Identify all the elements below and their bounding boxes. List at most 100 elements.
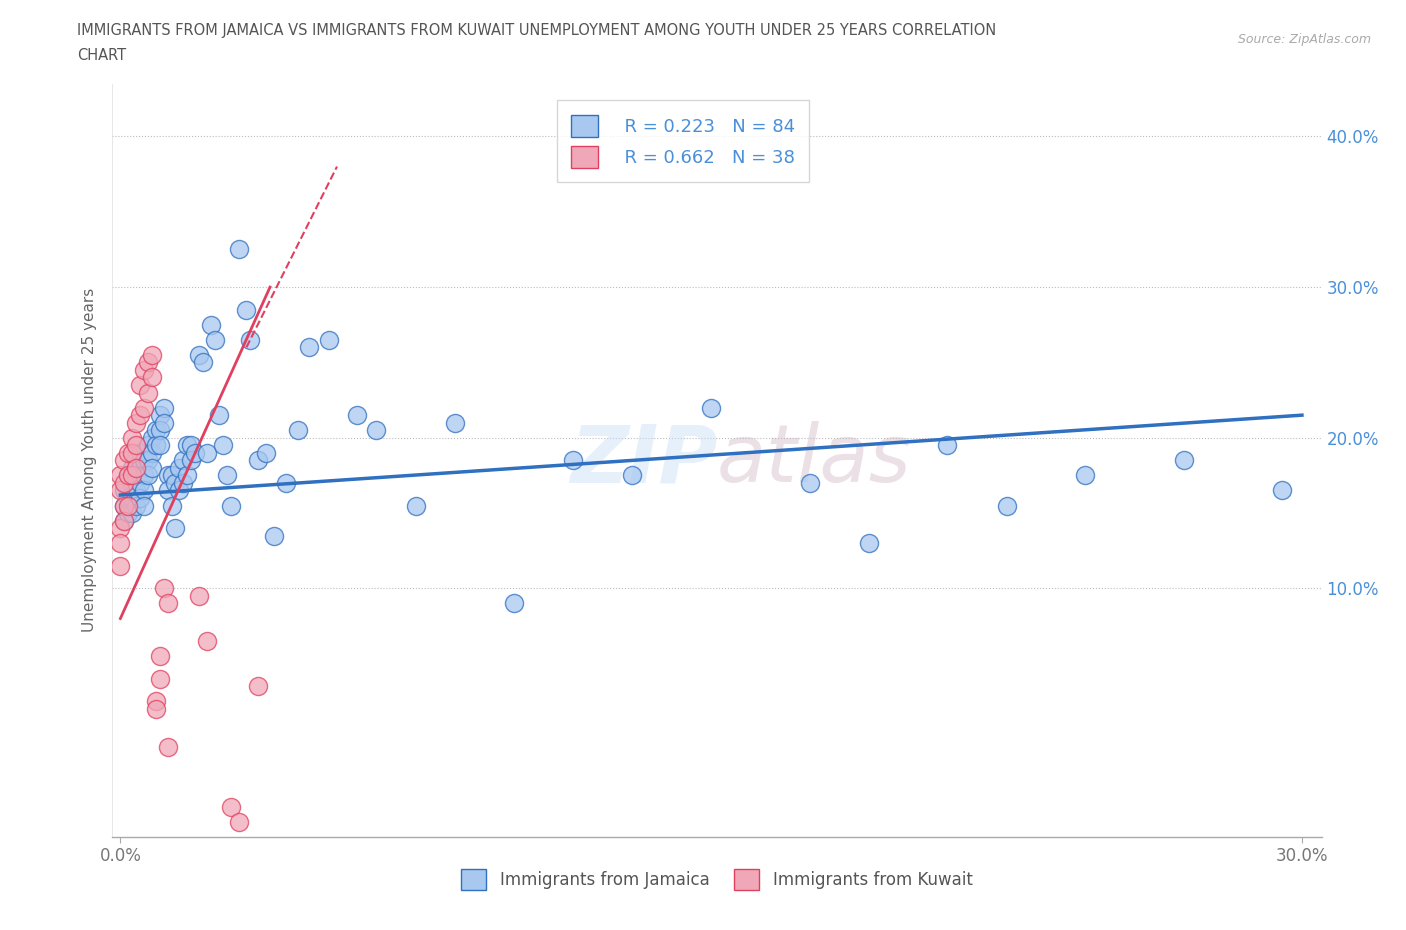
- Point: [125, 468, 148, 483]
- Point: [562, 453, 585, 468]
- Point: [184, 445, 207, 460]
- Point: [125, 453, 148, 468]
- Point: [247, 453, 270, 468]
- Point: [110, 468, 132, 483]
- Point: [215, 468, 238, 483]
- Point: [247, 679, 270, 694]
- Point: [149, 407, 172, 422]
- Point: [219, 498, 242, 513]
- Point: [287, 423, 309, 438]
- Point: [274, 475, 297, 490]
- Point: [160, 468, 183, 483]
- Text: CHART: CHART: [77, 48, 127, 63]
- Text: atlas: atlas: [717, 421, 912, 499]
- Point: [169, 460, 191, 475]
- Point: [254, 445, 277, 460]
- Point: [180, 438, 202, 453]
- Point: [145, 694, 167, 709]
- Point: [129, 378, 152, 392]
- Point: [228, 815, 250, 830]
- Point: [121, 475, 143, 490]
- Point: [129, 491, 152, 506]
- Legend: Immigrants from Jamaica, Immigrants from Kuwait: Immigrants from Jamaica, Immigrants from…: [454, 863, 980, 897]
- Point: [995, 498, 1018, 513]
- Point: [125, 460, 148, 475]
- Point: [152, 581, 174, 596]
- Point: [117, 491, 139, 506]
- Text: ZIP: ZIP: [569, 421, 717, 499]
- Point: [141, 431, 163, 445]
- Point: [141, 460, 163, 475]
- Point: [188, 589, 211, 604]
- Point: [1074, 468, 1097, 483]
- Point: [141, 370, 163, 385]
- Point: [141, 348, 163, 363]
- Point: [936, 438, 959, 453]
- Point: [121, 460, 143, 475]
- Point: [112, 453, 135, 468]
- Point: [176, 438, 198, 453]
- Point: [1271, 483, 1294, 498]
- Point: [132, 453, 155, 468]
- Point: [191, 355, 214, 370]
- Point: [136, 438, 159, 453]
- Point: [208, 407, 231, 422]
- Point: [503, 596, 526, 611]
- Point: [366, 423, 388, 438]
- Point: [117, 498, 139, 513]
- Point: [121, 506, 143, 521]
- Point: [200, 317, 222, 332]
- Point: [136, 453, 159, 468]
- Point: [169, 483, 191, 498]
- Point: [239, 332, 262, 347]
- Point: [136, 468, 159, 483]
- Point: [112, 513, 135, 528]
- Point: [121, 468, 143, 483]
- Point: [121, 445, 143, 460]
- Point: [346, 407, 368, 422]
- Point: [112, 483, 135, 498]
- Point: [132, 400, 155, 415]
- Point: [1173, 453, 1195, 468]
- Point: [132, 498, 155, 513]
- Point: [195, 633, 218, 648]
- Text: IMMIGRANTS FROM JAMAICA VS IMMIGRANTS FROM KUWAIT UNEMPLOYMENT AMONG YOUTH UNDER: IMMIGRANTS FROM JAMAICA VS IMMIGRANTS FR…: [77, 23, 997, 38]
- Point: [112, 513, 135, 528]
- Text: Source: ZipAtlas.com: Source: ZipAtlas.com: [1237, 33, 1371, 46]
- Point: [117, 468, 139, 483]
- Point: [195, 445, 218, 460]
- Point: [145, 423, 167, 438]
- Point: [165, 475, 187, 490]
- Point: [176, 468, 198, 483]
- Point: [149, 438, 172, 453]
- Point: [799, 475, 821, 490]
- Point: [117, 468, 139, 483]
- Point: [145, 701, 167, 716]
- Point: [129, 445, 152, 460]
- Point: [117, 445, 139, 460]
- Point: [132, 468, 155, 483]
- Point: [149, 649, 172, 664]
- Point: [156, 483, 179, 498]
- Point: [125, 415, 148, 430]
- Point: [152, 415, 174, 430]
- Point: [149, 423, 172, 438]
- Point: [188, 348, 211, 363]
- Y-axis label: Unemployment Among Youth under 25 years: Unemployment Among Youth under 25 years: [82, 288, 97, 632]
- Point: [219, 800, 242, 815]
- Point: [156, 596, 179, 611]
- Point: [125, 498, 148, 513]
- Point: [235, 302, 257, 317]
- Point: [165, 521, 187, 536]
- Point: [156, 739, 179, 754]
- Point: [405, 498, 427, 513]
- Point: [858, 536, 880, 551]
- Point: [136, 355, 159, 370]
- Point: [160, 498, 183, 513]
- Point: [263, 528, 285, 543]
- Point: [141, 445, 163, 460]
- Point: [211, 438, 233, 453]
- Point: [136, 385, 159, 400]
- Point: [172, 453, 194, 468]
- Point: [110, 558, 132, 573]
